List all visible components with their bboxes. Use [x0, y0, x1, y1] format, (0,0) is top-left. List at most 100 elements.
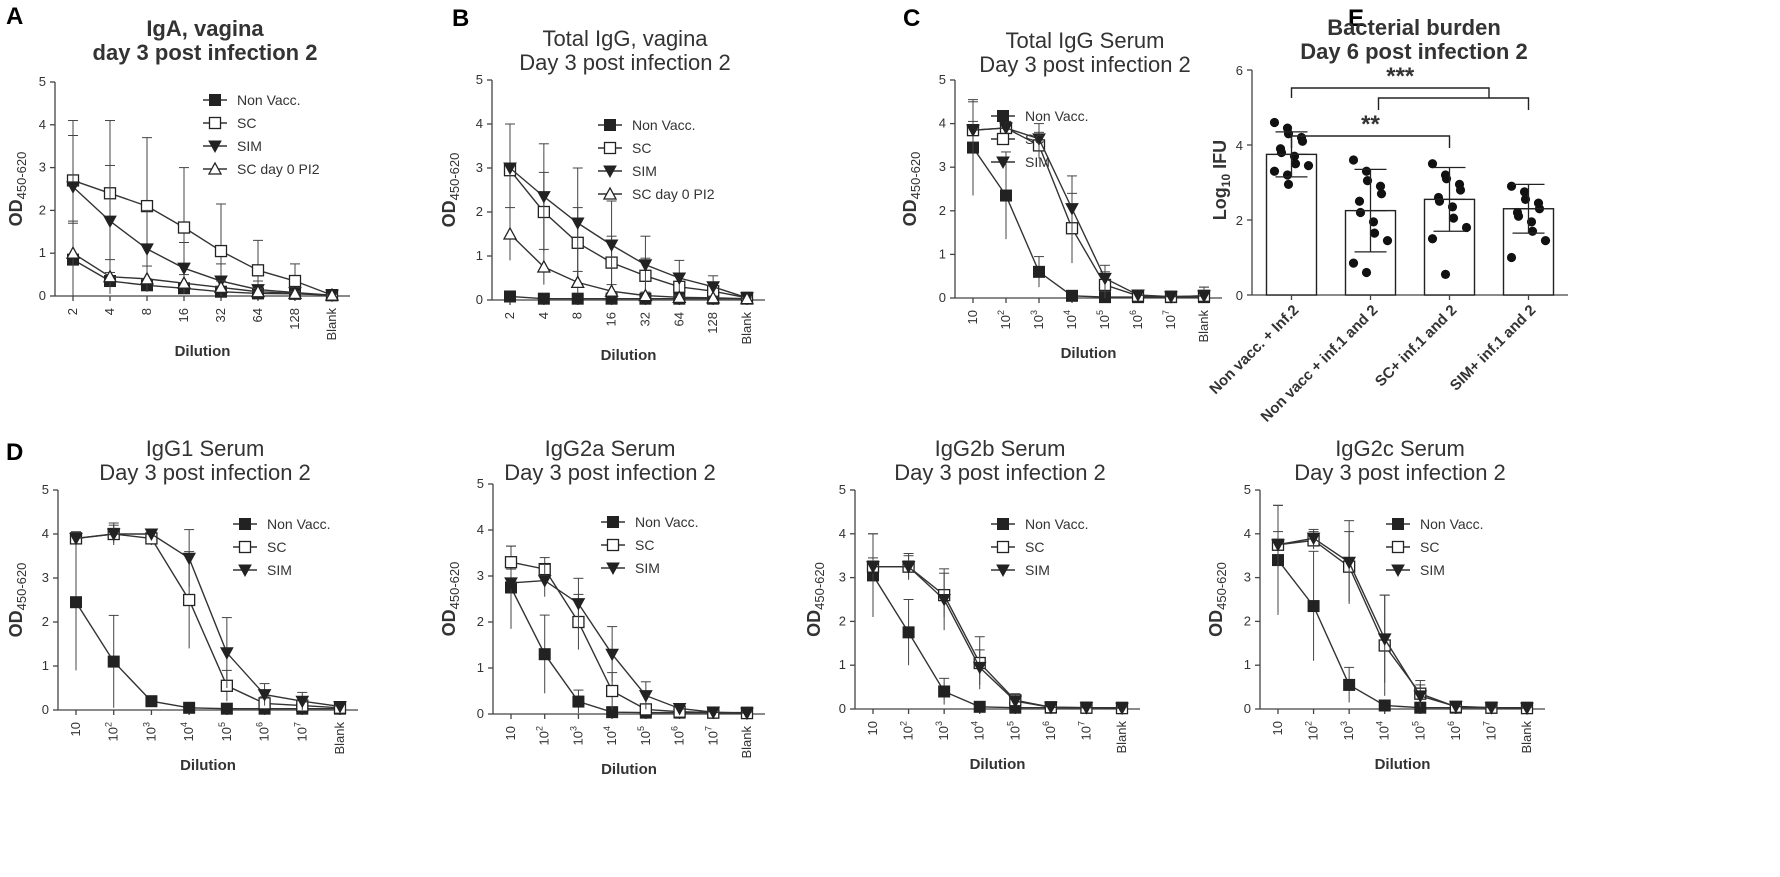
y-tick-label-0: 0 — [839, 701, 846, 716]
data-point-6 — [706, 281, 720, 294]
y-tick-label-4: 4 — [477, 522, 484, 537]
series-line — [972, 147, 1204, 298]
legend-label: SIM — [1025, 154, 1050, 170]
legend-item-sim: SIM — [991, 154, 1050, 170]
legend-item-sim: SIM — [601, 560, 660, 576]
y-tick-label-4: 4 — [839, 526, 846, 541]
legend-marker — [238, 540, 252, 554]
data-point-3 — [973, 700, 986, 713]
legend-label: Non Vacc. — [1420, 516, 1484, 532]
scatter-point-0-10 — [1269, 166, 1280, 176]
y-axis-label: OD450-620 — [1206, 562, 1229, 637]
series-sc — [69, 524, 347, 714]
data-point-0 — [70, 596, 82, 609]
y-tick-label-2: 2 — [1244, 613, 1251, 628]
x-tick-label-7: Blank — [1196, 310, 1211, 343]
y-tick-label-4: 4 — [42, 526, 49, 541]
x-tick-label-6: 107 — [292, 722, 309, 741]
y-axis-label: Log10 IFU — [1210, 140, 1233, 220]
data-point-5 — [1044, 701, 1058, 715]
y-tick-label-2: 2 — [839, 613, 846, 628]
scatter-point-3-10 — [1506, 252, 1517, 263]
legend-marker — [996, 540, 1010, 554]
data-point-2 — [145, 695, 158, 708]
y-axis-label: OD450-620 — [439, 153, 462, 228]
panel-letter-e: E — [1348, 5, 1364, 32]
series-line — [872, 575, 1122, 709]
legend-marker — [996, 132, 1010, 146]
chart-title-line-0: Total IgG, vagina — [542, 26, 708, 51]
x-tick-label-0: 10 — [68, 722, 83, 736]
scatter-point-2-4 — [1455, 185, 1466, 195]
scatter-point-2-2 — [1441, 174, 1452, 184]
y-tick-label-4: 4 — [476, 116, 483, 131]
data-point-4 — [213, 280, 229, 294]
significance-label-1: *** — [1386, 63, 1415, 90]
legend-item-non-vacc: Non Vacc. — [601, 514, 699, 530]
data-point-2 — [938, 685, 951, 698]
data-point-1 — [103, 215, 117, 229]
x-axis-label: Dilution — [180, 757, 236, 774]
data-point-0 — [69, 532, 83, 546]
legend-item-sim: SIM — [598, 163, 657, 179]
legend-marker — [1392, 518, 1404, 530]
x-tick-label-2: 103 — [934, 721, 951, 740]
series-line — [72, 179, 333, 296]
y-tick-label-1: 1 — [39, 245, 46, 260]
data-point-7 — [1197, 290, 1211, 303]
y-tick-label-2: 2 — [476, 204, 483, 219]
series-sim — [1271, 504, 1534, 716]
legend-label: SC — [1025, 131, 1044, 147]
x-tick-label-2: 8 — [570, 312, 585, 319]
data-point-5 — [257, 689, 272, 702]
scatter-point-0-6 — [1276, 147, 1287, 158]
x-tick-label-4: 105 — [1410, 721, 1427, 740]
y-tick-label-0: 0 — [1236, 288, 1243, 303]
significance-bracket-2 — [1377, 97, 1530, 110]
legend-marker — [209, 94, 221, 106]
chart-title-line-1: day 3 post infection 2 — [93, 40, 318, 65]
series-sim — [503, 123, 754, 305]
series-line — [510, 579, 748, 714]
legend-marker — [603, 141, 617, 155]
y-tick-label-2: 2 — [939, 203, 946, 218]
data-point-2 — [570, 275, 585, 289]
legend-item-sc: SC — [203, 115, 256, 131]
data-point-3 — [972, 661, 987, 675]
series-sc — [966, 120, 1211, 303]
data-point-4 — [1098, 272, 1112, 286]
legend-label: SIM — [632, 163, 657, 179]
y-axis-label: OD450-620 — [900, 152, 923, 227]
x-tick-label-0: 10 — [1270, 721, 1285, 735]
data-point-1 — [537, 292, 550, 305]
legend-label: Non Vacc. — [1025, 108, 1089, 124]
legend-item-non-vacc: Non Vacc. — [598, 117, 696, 133]
x-tick-label-3: 104 — [179, 722, 196, 741]
x-tick-label-3: 104 — [602, 726, 619, 745]
chart-title-line-0: Bacterial burden — [1327, 15, 1501, 40]
y-tick-label-1: 1 — [42, 658, 49, 673]
series-line — [72, 186, 333, 296]
scatter-point-1-6 — [1355, 207, 1366, 218]
legend-marker — [207, 161, 223, 175]
data-point-1 — [107, 655, 120, 668]
series-line — [509, 233, 748, 300]
legend-item-sim: SIM — [233, 562, 292, 578]
legend-marker — [996, 564, 1010, 578]
y-tick-label-0: 0 — [42, 702, 49, 717]
legend-marker — [996, 156, 1010, 170]
data-point-7 — [1115, 702, 1129, 716]
data-point-0 — [503, 162, 517, 176]
significance-label-0: ** — [1361, 111, 1380, 138]
scatter-point-2-6 — [1434, 196, 1445, 206]
data-point-2 — [571, 598, 586, 611]
chart-title-line-1: Day 3 post infection 2 — [1294, 460, 1506, 485]
scatter-point-0-12 — [1283, 179, 1294, 189]
x-tick-label-6: 107 — [1161, 310, 1178, 329]
bar-0 — [1265, 153, 1318, 296]
y-tick-label-1: 1 — [939, 246, 946, 261]
x-tick-label-3: 16 — [176, 308, 191, 322]
x-tick-label-1: 102 — [996, 310, 1013, 329]
